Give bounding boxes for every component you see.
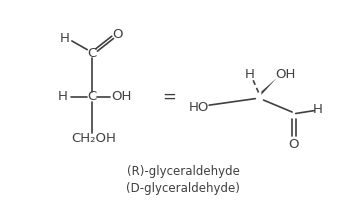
Text: H: H — [60, 32, 70, 44]
Text: H: H — [245, 68, 255, 81]
Text: CH₂OH: CH₂OH — [71, 132, 116, 145]
Text: C: C — [87, 47, 97, 60]
Text: O: O — [112, 28, 123, 41]
Text: (R)-glyceraldehyde: (R)-glyceraldehyde — [127, 165, 239, 178]
Text: H: H — [58, 90, 67, 103]
Polygon shape — [261, 78, 277, 95]
Text: H: H — [313, 103, 323, 116]
Text: OH: OH — [111, 90, 131, 103]
Text: HO: HO — [189, 101, 209, 114]
Text: OH: OH — [275, 68, 295, 81]
Text: (D-glyceraldehyde): (D-glyceraldehyde) — [126, 182, 240, 195]
Text: C: C — [87, 90, 97, 103]
Text: =: = — [163, 88, 176, 106]
Text: O: O — [289, 138, 299, 151]
